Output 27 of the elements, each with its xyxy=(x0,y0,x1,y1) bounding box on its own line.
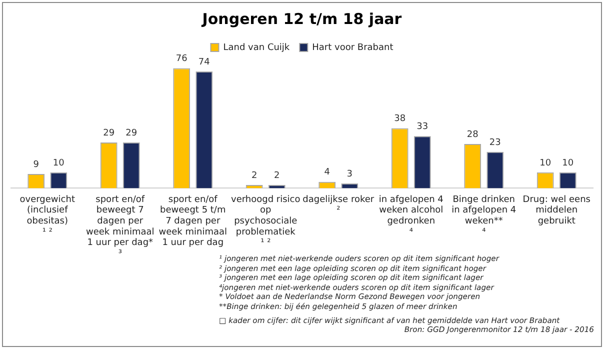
x-tick-label: verhoogd risico op psychosociale problematiek ¹ ² xyxy=(230,194,301,248)
x-tick-label: Drug: wel eens middelen gebruikt xyxy=(522,194,591,227)
data-label: 4 xyxy=(324,168,330,178)
legend-label: Land van Cuijk xyxy=(223,42,290,53)
x-tick-label: overgewicht (inclusief obesitas) ¹ ² xyxy=(20,194,76,238)
data-label: 10 xyxy=(52,158,65,168)
data-label: 2 xyxy=(274,170,280,181)
data-label: 29 xyxy=(103,128,115,138)
data-label: 38 xyxy=(394,114,406,124)
data-label: 74 xyxy=(198,57,210,68)
data-label: 28 xyxy=(466,130,479,140)
data-label: 10 xyxy=(540,158,552,168)
data-label: 10 xyxy=(562,158,574,168)
x-tick-label: Binge drinken in afgelopen 4 weken** ⁴ xyxy=(452,194,516,238)
data-label: 3 xyxy=(346,169,353,180)
legend-label: Hart voor Brabant xyxy=(312,42,394,53)
data-label: 33 xyxy=(416,122,428,132)
x-tick-label: dagelijkse roker ² xyxy=(302,194,374,216)
data-label: 29 xyxy=(126,128,138,138)
x-tick-label: in afgelopen 4 weken alcohol gedronken ⁴ xyxy=(378,194,444,238)
data-label: 9 xyxy=(33,160,40,170)
data-label: 2 xyxy=(251,170,258,181)
chart-title: Jongeren 12 t/m 18 jaar xyxy=(201,10,402,28)
data-label: 23 xyxy=(489,138,501,148)
x-tick-label: sport en/of beweegt 7 dagen per week minimaal 1 uur per dag* ³ xyxy=(86,194,154,259)
x-tick-label: sport en/of beweegt 5 t/m 7 dagen per week minimaal 1 uur per dag xyxy=(158,194,228,248)
data-label: 76 xyxy=(176,54,188,64)
